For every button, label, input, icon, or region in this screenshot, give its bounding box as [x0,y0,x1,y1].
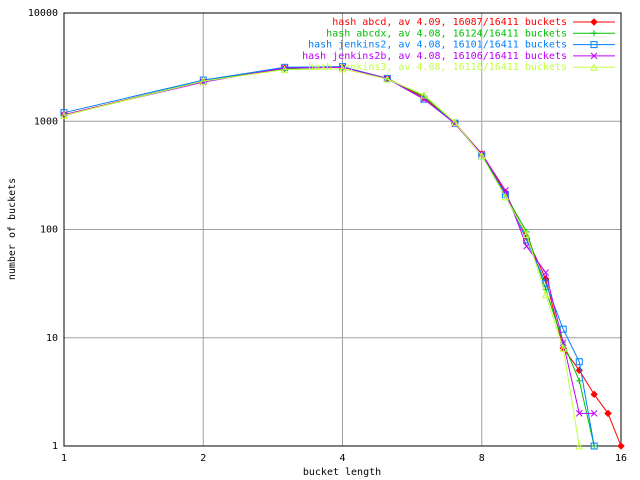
point [575,441,584,450]
point [280,65,289,74]
legend-marker [590,41,598,49]
series-line [63,66,595,414]
x-tick-label: 2 [200,453,206,464]
point [617,442,625,450]
series-line [63,66,595,447]
point [501,192,510,201]
point [541,290,550,299]
legend-marker [590,18,598,26]
point [502,186,509,194]
point [477,151,486,160]
point [559,344,568,352]
point [590,390,598,399]
point [575,358,583,366]
legend-label: hash abcdx, av 4.08, 16124/16411 buckets [326,28,567,39]
point [575,410,583,417]
point [542,269,550,276]
x-tick-label: 8 [479,453,485,464]
series-line [63,68,580,447]
plot-frame [63,12,622,447]
y-tick-label: 1 [52,441,58,452]
y-tick-label: 100 [40,225,58,236]
point [199,76,208,85]
x-tick-label: 1 [61,453,67,464]
point [590,442,598,450]
legend-label: hash jenkins2, av 4.08, 16101/16411 buck… [308,40,567,51]
legend-label: hash jenkins2b, av 4.08, 16106/16411 buc… [302,51,567,62]
x-tick-label: 16 [615,453,627,464]
point [383,75,392,83]
point [281,63,289,71]
point [338,64,347,73]
x-axis-label: bucket length [303,467,381,478]
y-tick-label: 10 [46,333,58,344]
y-tick-label: 1000 [34,116,58,127]
point [420,90,428,99]
point [60,109,68,117]
x-tick-label: 4 [339,453,345,464]
point [576,377,583,384]
legend-marker [590,63,598,71]
point [590,410,598,417]
point [60,111,68,120]
point [420,95,428,103]
point [451,118,459,126]
legend-label: hash abcd, av 4.09, 16087/16411 buckets [332,17,567,28]
point [522,230,531,238]
point [339,63,346,71]
legend-marker [591,30,597,37]
series-line [63,66,595,447]
point [523,242,530,250]
y-axis-label: number of buckets [7,178,18,280]
point [604,409,612,418]
legend-label: hash jenkins3, av 4.08, 16116/16411 buck… [308,62,567,73]
y-tick-label: 10000 [28,8,58,19]
legend-marker [590,52,598,60]
